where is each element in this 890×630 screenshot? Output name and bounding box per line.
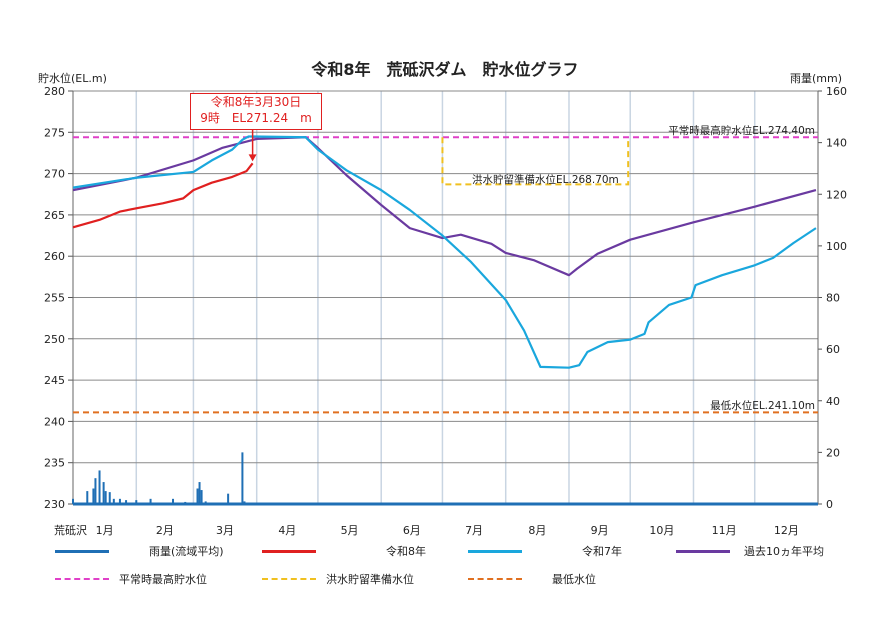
y2-tick-label: 120: [826, 188, 847, 201]
legend-flood-prep: 洪水貯留準備水位: [262, 571, 414, 587]
x-tick-label: 6月: [403, 524, 421, 537]
y-tick-label: 270: [44, 168, 65, 181]
rainfall-bar: [227, 493, 230, 504]
rainfall-bar: [94, 478, 97, 504]
legend-r8: 令和8年: [262, 543, 426, 559]
y-tick-label: 280: [44, 85, 65, 98]
rainfall-bar: [172, 498, 175, 504]
latest-value-annotation: 令和8年3月30日 9時 EL271.24 m: [190, 93, 322, 130]
flood-prep-label: 洪水貯留準備水位EL.268.70m: [472, 174, 619, 186]
x-tick-label: 5月: [341, 524, 359, 537]
y-axis-label: 貯水位(EL.m): [38, 72, 107, 85]
rainfall-bar: [92, 488, 95, 504]
y-tick-label: 240: [44, 415, 65, 428]
rainfall-bar: [184, 501, 187, 504]
x-tick-label: 9月: [591, 524, 609, 537]
y-tick-label: 230: [44, 498, 65, 511]
x-tick-label: 3月: [216, 524, 234, 537]
y2-axis-label: 雨量(mm): [790, 72, 843, 85]
annotation-date: 令和8年3月30日: [210, 95, 302, 109]
x-tick-label: 7月: [465, 524, 483, 537]
y2-tick-label: 160: [826, 85, 847, 98]
series-10yr-avg: [72, 136, 817, 277]
rainfall-bar: [200, 490, 203, 504]
rainfall-bar: [112, 498, 115, 504]
annotation-value: 9時 EL271.24 m: [200, 111, 312, 125]
legend-normal-max: 平常時最高貯水位: [55, 571, 207, 587]
series-r8: [72, 162, 254, 229]
series-r7: [72, 135, 817, 369]
legend-rainfall: 雨量(流域平均): [55, 543, 224, 559]
x-tick-label: 2月: [156, 524, 174, 537]
y2-tick-label: 20: [826, 446, 840, 459]
y-tick-label: 250: [44, 333, 65, 346]
chart-title: 令和8年 荒砥沢ダム 貯水位グラフ: [311, 60, 579, 79]
place-label: 荒砥沢: [54, 524, 87, 537]
rainfall-bar: [102, 482, 105, 504]
rainfall-bar: [118, 498, 121, 504]
y2-tick-label: 80: [826, 292, 840, 305]
x-tick-label: 1月: [96, 524, 114, 537]
rainfall-bar: [98, 470, 101, 504]
rainfall-bar: [196, 488, 199, 504]
minimum-level-label: 最低水位EL.241.10m: [710, 400, 815, 412]
rainfall-bar: [198, 482, 201, 504]
legend-10yr-avg: 過去10ヵ年平均: [676, 543, 824, 559]
legend-minimum: 最低水位: [468, 571, 596, 587]
flood-prep-line: [441, 137, 630, 186]
x-tick-label: 4月: [278, 524, 296, 537]
rainfall-bar: [104, 491, 107, 504]
rainfall-bar: [86, 491, 89, 504]
x-tick-label: 8月: [528, 524, 546, 537]
rainfall-bar: [108, 492, 111, 504]
y-tick-label: 235: [44, 457, 65, 470]
y2-tick-label: 140: [826, 137, 847, 150]
x-tick-label: 12月: [774, 524, 799, 537]
rainfall-bar: [72, 498, 74, 504]
y-tick-label: 275: [44, 126, 65, 139]
normal-max-label: 平常時最高貯水位EL.274.40m: [668, 125, 815, 137]
y2-tick-label: 0: [826, 498, 833, 511]
rainfall-bar: [243, 501, 246, 504]
legend-r7: 令和7年: [468, 543, 622, 559]
rainfall-bar: [135, 500, 138, 504]
y2-tick-label: 100: [826, 240, 847, 253]
x-tick-label: 10月: [649, 524, 674, 537]
rainfall-bar: [125, 500, 128, 504]
y-tick-label: 260: [44, 250, 65, 263]
annotation-arrowhead: [248, 154, 257, 162]
y-tick-label: 245: [44, 374, 65, 387]
x-tick-label: 11月: [712, 524, 737, 537]
y-tick-label: 265: [44, 209, 65, 222]
rainfall-bar: [149, 498, 152, 504]
rainfall-bar: [204, 501, 207, 504]
y2-tick-label: 40: [826, 395, 840, 408]
rainfall-bar: [241, 452, 244, 504]
y-tick-label: 255: [44, 292, 65, 305]
y2-tick-label: 60: [826, 343, 840, 356]
